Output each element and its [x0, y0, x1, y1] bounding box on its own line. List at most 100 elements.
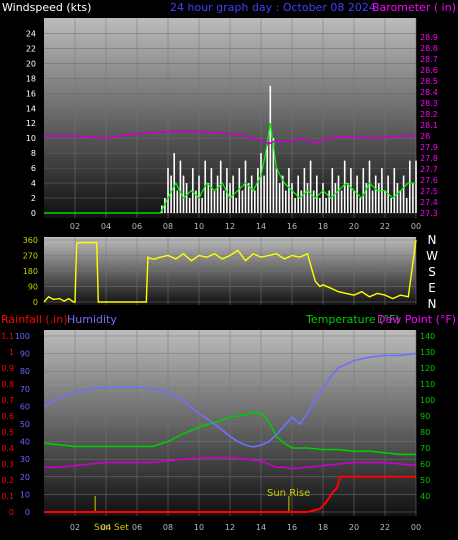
- windspeed-tick-label: 2: [31, 194, 36, 203]
- hour-tick-label: 10: [194, 222, 204, 231]
- hour-tick-label: 00: [411, 523, 421, 532]
- rainfall-tick-label: 0.7: [1, 396, 14, 405]
- barometer-axis-title: Barometer ( in): [372, 1, 456, 14]
- rainfall-tick-label: 1.1: [1, 332, 14, 341]
- temperature-axis-title: Temperature (°F): [305, 313, 400, 326]
- barometer-tick-label: 27.7: [420, 165, 438, 174]
- temperature-tick-label: 60: [420, 460, 430, 469]
- rainfall-line: [44, 475, 416, 513]
- rainfall-tick-label: 0.2: [1, 476, 14, 485]
- humidity-line: [43, 352, 417, 448]
- panel-3-grid: [44, 330, 417, 516]
- barometer-tick-labels: 27.3 27.4 27.5 27.6 27.7 27.8 27.9 28 28.1 28.2 28…: [420, 33, 438, 218]
- humidity-tick-label: 10: [20, 490, 30, 499]
- direction-tick-labels: 0 90 180 270 360: [23, 236, 38, 307]
- windspeed-tick-label: 4: [31, 179, 36, 188]
- hour-tick-label: 22: [380, 523, 390, 532]
- windspeed-tick-label: 20: [26, 59, 36, 68]
- windspeed-tick-label: 24: [26, 29, 36, 38]
- barometer-tick-label: 28.6: [420, 66, 438, 75]
- temperature-tick-label: 140: [420, 332, 435, 341]
- hour-tick-label: 16: [287, 523, 297, 532]
- barometer-tick-label: 27.3: [420, 209, 438, 218]
- rainfall-tick-label: 0: [9, 508, 14, 517]
- rainfall-tick-label: 0.6: [1, 412, 14, 421]
- temperature-tick-label: 120: [420, 364, 435, 373]
- windspeed-axis-title: Windspeed (kts): [2, 1, 91, 14]
- windspeed-tick-label: 8: [31, 149, 36, 158]
- windspeed-tick-label: 22: [26, 44, 36, 53]
- hour-tick-label: 08: [163, 523, 173, 532]
- direction-tick-label: 360: [23, 236, 38, 245]
- hour-tick-label: 22: [380, 222, 390, 231]
- panel-3-marks: [43, 352, 417, 513]
- rainfall-tick-label: 0.8: [1, 380, 14, 389]
- hour-tick-label: 16: [287, 222, 297, 231]
- humidity-tick-label: 80: [20, 367, 30, 376]
- barometer-line: [44, 130, 416, 145]
- hour-tick-label: 02: [70, 222, 80, 231]
- panel-temperature-humidity: 0 0.1 0.2 0.3 0.4 0.5 0.6 0.7 0.8 0.9 1 1.1 0 10 20 30…: [1, 330, 435, 533]
- humidity-tick-label: 50: [20, 420, 30, 429]
- barometer-tick-label: 28.5: [420, 77, 438, 86]
- hour-tick-label: 18: [318, 523, 328, 532]
- sun-rise-label: Sun Rise: [267, 488, 310, 499]
- humidity-tick-label: 100: [15, 332, 30, 341]
- humidity-tick-label: 40: [20, 438, 30, 447]
- barometer-tick-label: 27.8: [420, 154, 438, 163]
- direction-tick-label: 270: [23, 252, 38, 261]
- barometer-tick-label: 28.4: [420, 88, 438, 97]
- hour-tick-label: 20: [349, 523, 359, 532]
- rainfall-tick-label: 0.4: [1, 444, 14, 453]
- dewpoint-axis-title: Dew Point (°F): [377, 313, 456, 326]
- wind-direction-line: [43, 239, 417, 303]
- hour-tick-label: 14: [256, 222, 266, 231]
- temperature-line: [43, 412, 416, 456]
- humidity-tick-label: 30: [20, 455, 30, 464]
- compass-label: E: [428, 281, 436, 295]
- hour-tick-label: 02: [70, 523, 80, 532]
- temperature-tick-label: 100: [420, 396, 435, 405]
- windspeed-tick-label: 14: [26, 104, 36, 113]
- temperature-tick-label: 130: [420, 348, 435, 357]
- compass-label: S: [428, 265, 436, 279]
- direction-tick-label: 90: [28, 283, 38, 292]
- humidity-tick-label: 20: [20, 473, 30, 482]
- hour-tick-label: 12: [225, 222, 235, 231]
- wind-average-line: [44, 123, 416, 214]
- windspeed-tick-label: 18: [26, 74, 36, 83]
- compass-label: N: [428, 297, 437, 311]
- barometer-tick-label: 28: [420, 132, 430, 141]
- barometer-tick-label: 28.9: [420, 33, 438, 42]
- barometer-tick-label: 27.9: [420, 143, 438, 152]
- hour-tick-label: 14: [256, 523, 266, 532]
- humidity-tick-labels: 0 10 20 30 40 50 60 70 80 90 100: [15, 332, 30, 517]
- compass-label: W: [426, 249, 438, 263]
- barometer-tick-label: 28.2: [420, 110, 438, 119]
- rainfall-tick-label: 0.9: [1, 364, 14, 373]
- panel-1-marks: [44, 85, 417, 214]
- direction-tick-label: 0: [33, 298, 38, 307]
- humidity-axis-title: Humidity: [67, 313, 117, 326]
- humidity-tick-label: 0: [25, 508, 30, 517]
- temperature-tick-label: 80: [420, 428, 430, 437]
- compass-label: N: [428, 233, 437, 247]
- barometer-tick-label: 28.7: [420, 55, 438, 64]
- rainfall-tick-label: 0.1: [1, 492, 14, 501]
- temperature-tick-labels: 40 50 60 70 80 90 100 110 120 130 140: [420, 332, 435, 501]
- windspeed-tick-label: 16: [26, 89, 36, 98]
- windspeed-tick-label: 6: [31, 164, 36, 173]
- barometer-tick-label: 28.3: [420, 99, 438, 108]
- rainfall-axis-title: Rainfall (.in): [1, 313, 68, 326]
- humidity-tick-label: 90: [20, 350, 30, 359]
- panel-1-hour-labels: 02 04 06 08 10 12 14 16 18 20 22 00: [70, 222, 421, 231]
- hour-tick-label: 20: [349, 222, 359, 231]
- barometer-tick-label: 27.6: [420, 176, 438, 185]
- hour-tick-label: 00: [411, 222, 421, 231]
- hour-tick-label: 08: [163, 222, 173, 231]
